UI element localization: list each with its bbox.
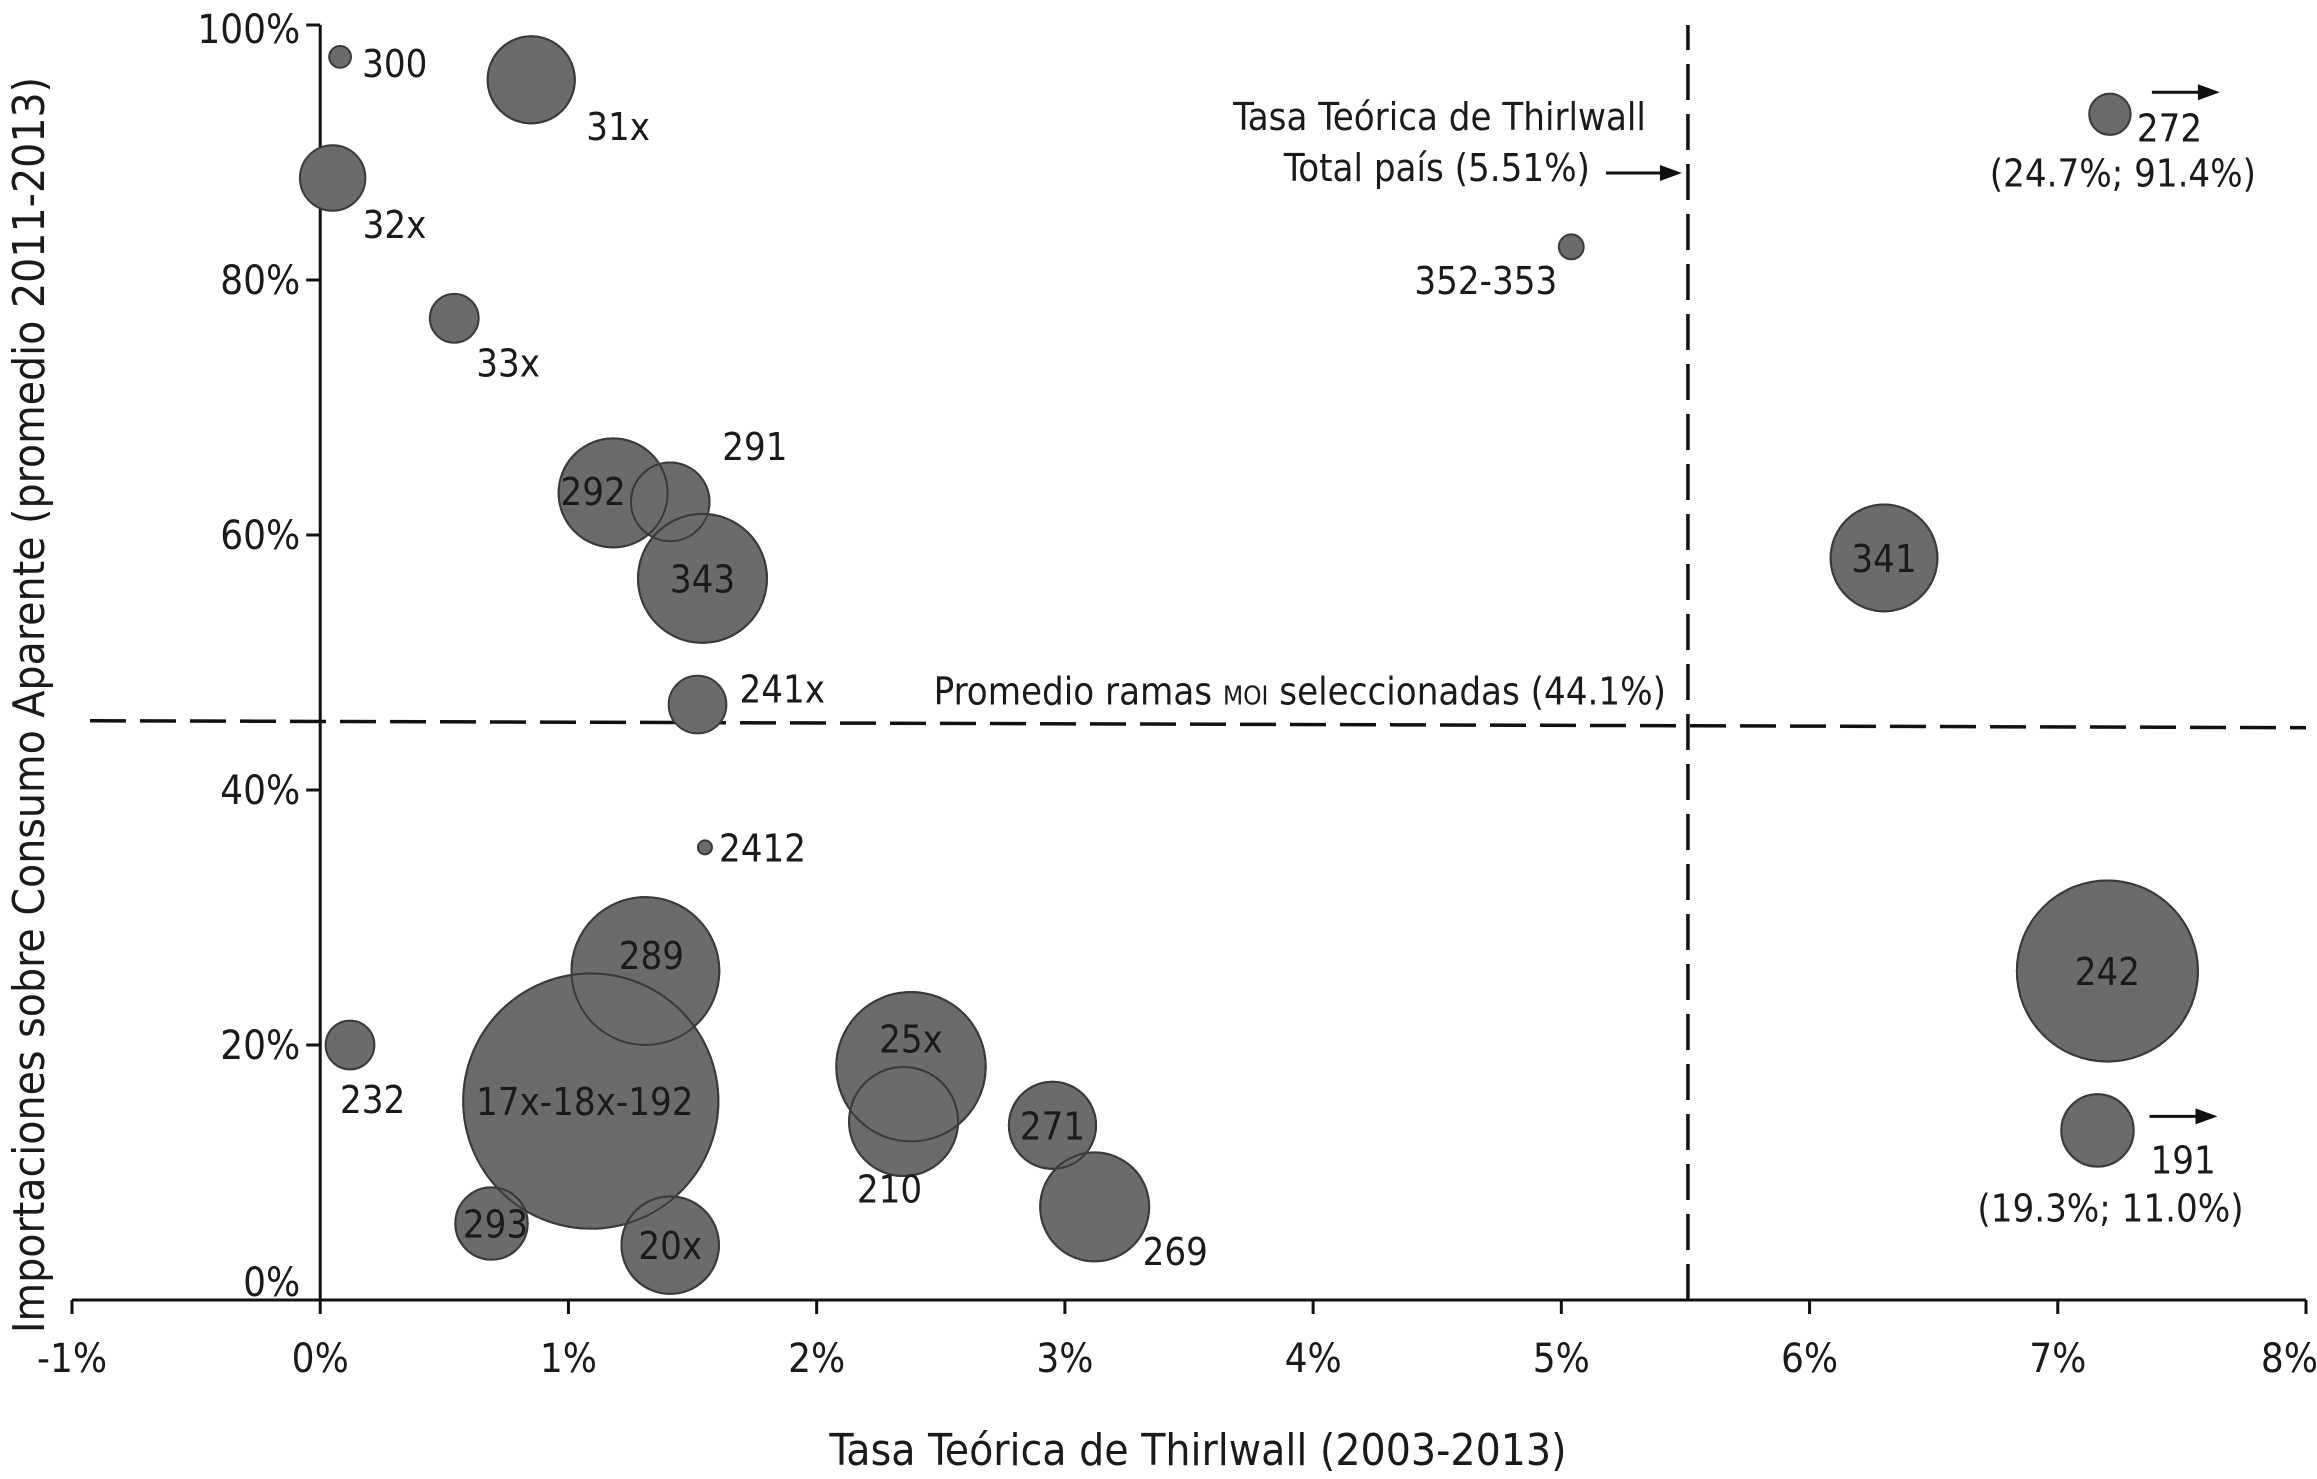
bubble-label: 2412: [719, 826, 806, 870]
off-scale-arrowhead: [2197, 84, 2220, 101]
bubble-label: 272: [2137, 106, 2202, 150]
bubble-outline: [2060, 1093, 2135, 1168]
bubble: [667, 674, 728, 735]
thirlwall-reference-label: Tasa Teórica de Thirlwall: [1232, 95, 1646, 139]
bubble-label: 352-353: [1414, 259, 1557, 303]
x-axis-title: Tasa Teórica de Thirlwall (2003-2013): [828, 1425, 1566, 1476]
bubble-outline: [557, 437, 669, 549]
bubble-outline: [636, 512, 768, 644]
bubble-outline: [848, 1066, 960, 1177]
bubble-label: 17x-18x-192: [476, 1080, 693, 1124]
x-tick-label: 6%: [1781, 1336, 1838, 1382]
y-axis-title: Importaciones sobre Consumo Aparente (pr…: [4, 77, 55, 1333]
x-tick-label: 3%: [1036, 1336, 1093, 1382]
y-tick-label: 20%: [220, 1023, 300, 1069]
bubble-label: 20x: [638, 1224, 702, 1268]
bubble-outline: [2015, 879, 2199, 1063]
bubble-outline: [629, 461, 711, 543]
bubble-outline: [1039, 1151, 1151, 1263]
off-scale-actual-value: (24.7%; 91.4%): [1990, 151, 2256, 195]
thirlwall-reference-label: Total país (5.51%): [1283, 146, 1590, 190]
bubble-label: 191: [2150, 1138, 2215, 1182]
bubble-label: 271: [1020, 1104, 1085, 1148]
bubble-outline: [835, 990, 987, 1143]
bubble-outline: [1007, 1080, 1098, 1170]
bubble-label: 291: [722, 425, 787, 469]
x-tick-label: 5%: [1533, 1336, 1590, 1382]
off-scale-actual-value: (19.3%; 11.0%): [1977, 1186, 2243, 1230]
bubble-outline: [570, 896, 721, 1046]
bubble-label: 241x: [740, 668, 825, 712]
bubble-label: 341: [1851, 537, 1916, 581]
data-labels: 300 31x 32x 33x 292 291 343 241x 2412 289 232 17x-1…: [340, 42, 2216, 1274]
bubble-label: 210: [857, 1168, 922, 1212]
x-tick-label: -1%: [37, 1336, 107, 1382]
bubble-label: 300: [362, 42, 427, 86]
x-tick-label: 1%: [540, 1336, 597, 1382]
off-scale-arrowhead: [2195, 1108, 2218, 1125]
x-axis-ticks: -1% 0% 1% 2% 3% 4% 5% 6% 7% 8%: [37, 1300, 2317, 1382]
y-tick-label: 80%: [220, 258, 300, 304]
bubble-outline: [620, 1195, 720, 1295]
bubble-label: 289: [619, 934, 684, 978]
x-tick-label: 7%: [2029, 1336, 2086, 1382]
bubble-outline: [462, 972, 720, 1230]
x-tick-label: 8%: [2261, 1336, 2317, 1382]
bubble: [324, 1019, 376, 1071]
axes: -1% 0% 1% 2% 3% 4% 5% 6% 7% 8% 0% 20% 40% 60% 80% 100%: [37, 7, 2317, 1382]
bubble-label: 343: [670, 557, 735, 601]
moi-average-label: Promedio ramas MOI seleccionadas (44.1%): [934, 670, 1666, 714]
bubble-label: 292: [560, 470, 625, 514]
bubble-label: 242: [2075, 950, 2140, 994]
bubble: [1557, 233, 1585, 261]
y-tick-label: 60%: [220, 513, 300, 559]
bubble-outline: [454, 1186, 529, 1261]
moi-average-reference-line: [89, 718, 2307, 730]
bubble: [298, 144, 367, 212]
bubble-label: 25x: [879, 1018, 943, 1062]
bubble-label: 269: [1143, 1230, 1208, 1274]
y-tick-label: 40%: [220, 768, 300, 814]
bubble-label: 293: [463, 1203, 528, 1247]
bubble-label: 31x: [586, 105, 650, 149]
bubble: [328, 44, 352, 69]
bubble-label: 32x: [363, 203, 427, 247]
bubble-label: 232: [340, 1078, 405, 1122]
y-axis-ticks: 0% 20% 40% 60% 80% 100%: [197, 7, 321, 1306]
thirlwall-label-arrowhead: [1659, 165, 1682, 181]
bubble-label: 33x: [476, 341, 540, 385]
x-tick-label: 0%: [292, 1336, 349, 1382]
reference-lines: [89, 25, 2307, 1300]
bubble-outline: [486, 35, 576, 125]
y-tick-label: 0%: [243, 1260, 300, 1306]
bubble: [428, 292, 480, 344]
bubble: [2088, 92, 2132, 136]
x-tick-label: 4%: [1285, 1336, 1342, 1382]
annotations: Tasa Teórica de Thirlwall Total país (5.5…: [934, 84, 2256, 1230]
x-tick-label: 2%: [788, 1336, 845, 1382]
y-tick-label: 100%: [197, 7, 300, 53]
bubble: [696, 839, 713, 856]
bubble-outline-overlays: [454, 35, 2199, 1295]
bubble-outline: [1829, 503, 1939, 613]
